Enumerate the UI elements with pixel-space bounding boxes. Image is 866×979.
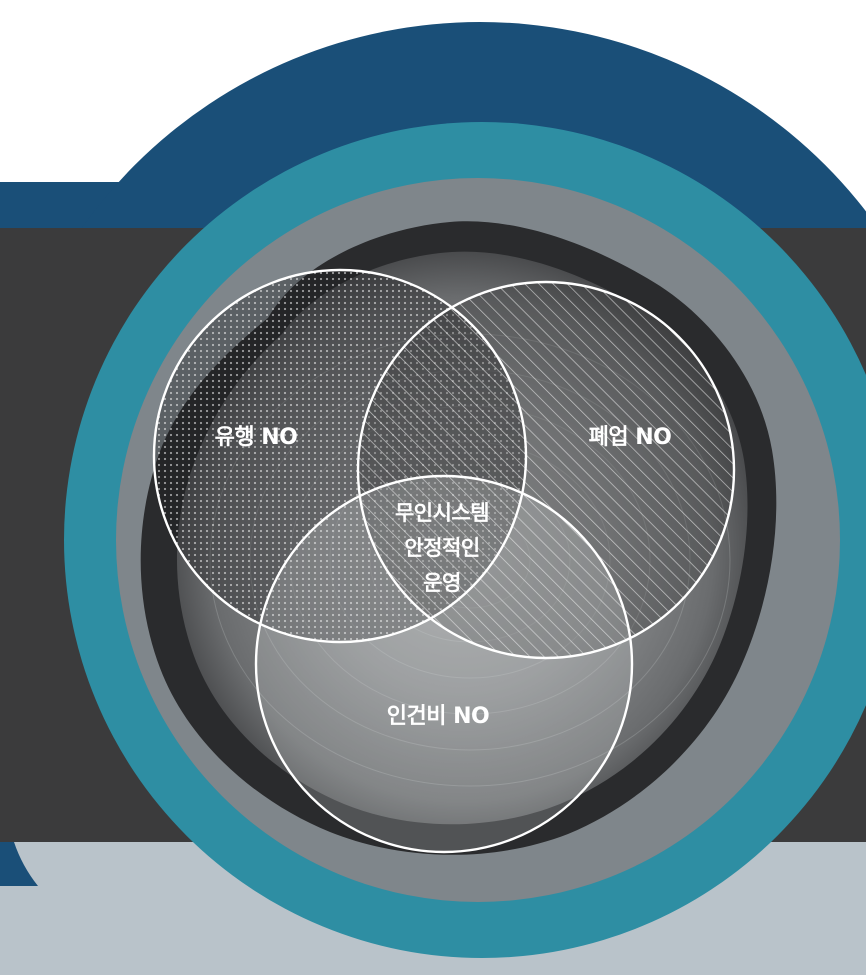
label-closure: 폐업 NO [589, 425, 672, 450]
venn-circle-bottom [256, 476, 632, 852]
navy-bottom-tab [0, 842, 38, 886]
venn-circle-top-right-hatch [358, 282, 734, 658]
label-labor-cost: 인건비 NO [387, 704, 490, 729]
venn-outline-top-left [152, 268, 528, 644]
venn-outline-top-right [356, 280, 736, 660]
label-trend: 유행 NO [215, 425, 298, 450]
label-center-line-2: 안정적인 [404, 536, 479, 560]
venn-outline-bottom [254, 474, 634, 854]
label-center-line-1: 무인시스템 [395, 501, 489, 525]
venn-circles [152, 268, 736, 854]
label-center-line-3: 운영 [423, 571, 461, 595]
